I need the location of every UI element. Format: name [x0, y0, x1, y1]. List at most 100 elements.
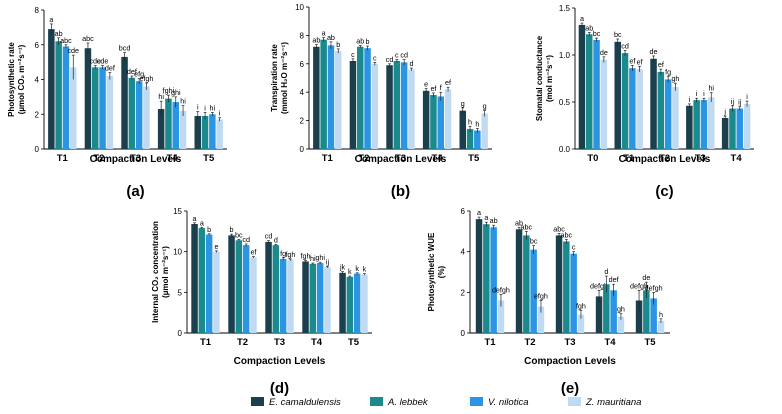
- bar: [483, 224, 490, 333]
- bar: [313, 46, 320, 150]
- bar: [228, 235, 235, 333]
- legend-label: Z. mauritiana: [585, 397, 641, 408]
- x-axis-label: Compaction Levels: [524, 356, 616, 367]
- significance-letter: efg: [134, 70, 144, 79]
- x-tick-label: T2: [237, 337, 248, 348]
- significance-letter: g: [483, 102, 487, 111]
- significance-letter: fgh: [285, 250, 295, 259]
- y-tick-label: 2: [300, 117, 305, 126]
- significance-letter: f: [440, 83, 442, 92]
- bar: [408, 69, 415, 149]
- bar: [386, 65, 393, 149]
- bar: [84, 48, 92, 149]
- bar: [349, 60, 357, 149]
- significance-letter: b: [336, 40, 340, 49]
- significance-letter: defgh: [630, 281, 648, 290]
- y-axis-label-line2: (mmol H₂O m⁻²s⁻¹): [280, 42, 289, 114]
- x-tick-label: T5: [644, 337, 656, 348]
- panel-label: (a): [126, 183, 144, 200]
- significance-letter: def: [105, 64, 115, 73]
- x-tick-label: T1: [322, 153, 334, 164]
- significance-letter: hi: [180, 97, 186, 106]
- significance-letter: a: [580, 14, 584, 23]
- significance-letter: ef: [637, 57, 643, 66]
- x-tick-label: T4: [604, 337, 616, 348]
- bar: [393, 60, 401, 149]
- significance-letter: ef: [430, 84, 436, 93]
- y-tick-label: 4: [35, 76, 40, 85]
- legend-label: E. camaldulensis: [269, 397, 341, 408]
- bar: [320, 39, 327, 149]
- bar: [657, 71, 665, 149]
- x-tick-label: T2: [524, 337, 535, 348]
- bar: [530, 249, 537, 333]
- x-tick-label: T4: [167, 153, 179, 164]
- significance-letter: c: [351, 50, 355, 59]
- significance-letter: de: [650, 47, 658, 56]
- bar: [474, 130, 481, 149]
- bar: [92, 67, 99, 149]
- bar: [537, 306, 545, 333]
- significance-letter: b: [230, 225, 234, 234]
- bar: [143, 86, 150, 149]
- y-tick-label: 8: [35, 6, 40, 15]
- bar: [48, 29, 55, 149]
- significance-letter: a: [477, 208, 481, 217]
- significance-letter: ghi: [171, 88, 181, 97]
- bar: [55, 41, 62, 149]
- bar: [201, 115, 209, 149]
- bar: [686, 105, 693, 149]
- y-tick-label: 0.5: [559, 98, 571, 107]
- significance-letter: hi: [708, 84, 714, 93]
- significance-letter: g: [461, 99, 465, 108]
- bar: [603, 284, 610, 333]
- significance-letter: cd: [621, 41, 629, 50]
- bar: [194, 115, 201, 149]
- x-tick-label: T5: [468, 153, 480, 164]
- significance-letter: i: [689, 95, 691, 104]
- y-tick-label: 4: [461, 248, 466, 257]
- legend-swatch: [568, 397, 581, 406]
- bar: [316, 263, 324, 333]
- panel-label: (e): [561, 380, 579, 397]
- y-axis-label: Stomatal conductance (mol m⁻²s⁻¹): [535, 35, 554, 121]
- x-tick-label: T3: [274, 337, 285, 348]
- bar: [99, 67, 106, 149]
- bar: [128, 77, 136, 149]
- bar: [235, 240, 243, 333]
- significance-letter: k: [363, 265, 367, 274]
- significance-letter: ghi: [315, 253, 325, 262]
- significance-letter: cde: [89, 57, 101, 66]
- bar: [657, 320, 665, 333]
- y-axis-label-line2: (mol m⁻²s⁻¹): [545, 55, 554, 102]
- significance-letter: h: [468, 117, 472, 126]
- x-tick-label: T2: [358, 153, 369, 164]
- bar: [693, 100, 700, 149]
- y-tick-label: 4: [300, 88, 305, 97]
- bar: [700, 100, 708, 149]
- significance-letter: d: [274, 235, 278, 244]
- bar: [165, 98, 172, 149]
- significance-letter: bc: [530, 237, 538, 246]
- significance-letter: ab: [585, 23, 593, 32]
- significance-letter: hi: [210, 104, 216, 113]
- x-axis-label: Compaction Levels: [355, 154, 447, 165]
- bar: [70, 67, 77, 149]
- bar: [708, 97, 715, 149]
- significance-letter: b: [366, 37, 370, 46]
- bar: [650, 298, 657, 333]
- bar: [586, 34, 593, 149]
- significance-letter: a: [49, 15, 53, 24]
- significance-letter: ab: [55, 29, 63, 38]
- bar: [610, 290, 617, 333]
- x-tick-label: T4: [731, 153, 743, 164]
- significance-letter: e: [424, 80, 428, 89]
- significance-letter: k: [348, 267, 352, 276]
- bar: [490, 227, 497, 333]
- significance-letter: fghi: [163, 86, 175, 95]
- significance-letter: a: [322, 29, 326, 38]
- y-axis-label: Photosynthetic WUE (%): [427, 232, 446, 311]
- significance-letter: cd: [400, 51, 408, 60]
